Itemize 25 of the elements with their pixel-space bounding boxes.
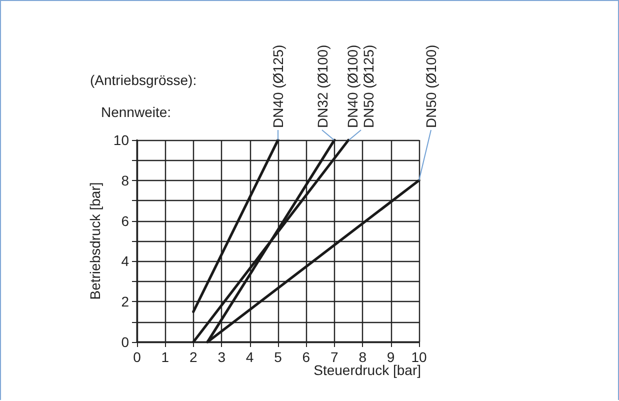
x-tick-label: 7 [330, 349, 338, 365]
x-tick-label: 6 [302, 349, 310, 365]
x-tick-label: 4 [246, 349, 254, 365]
y-tick-label: 10 [113, 132, 130, 148]
text: DN40 (Ø125) [270, 44, 286, 128]
x-tick-label: 5 [274, 349, 282, 365]
x-tick-label: 10 [411, 349, 427, 365]
y-axis-title: Betriebsdruck [bar] [87, 182, 103, 300]
x-tick-label: 0 [133, 349, 142, 365]
text: (Antriebsgrösse): [90, 72, 197, 88]
y-tick-label: 4 [121, 253, 130, 270]
y-tick-label: 8 [121, 172, 130, 188]
text: DN50 (Ø100) [423, 44, 439, 128]
x-tick-label: 1 [161, 349, 170, 365]
x-tick-label: 2 [190, 349, 198, 365]
x-axis-title: Steuerdruck [bar] [314, 362, 421, 378]
x-tick-label: 3 [218, 349, 226, 365]
text: DN40 (Ø100) DN50 (Ø125) [344, 44, 376, 128]
x-tick-label: 9 [386, 349, 395, 365]
text: DN32 (Ø100) [314, 44, 330, 128]
y-tick-label: 2 [121, 294, 130, 310]
y-tick-label: 6 [121, 212, 130, 229]
x-tick-label: 8 [358, 349, 367, 365]
text: Nennweite: [101, 104, 172, 120]
y-tick-label: 0 [121, 334, 130, 350]
